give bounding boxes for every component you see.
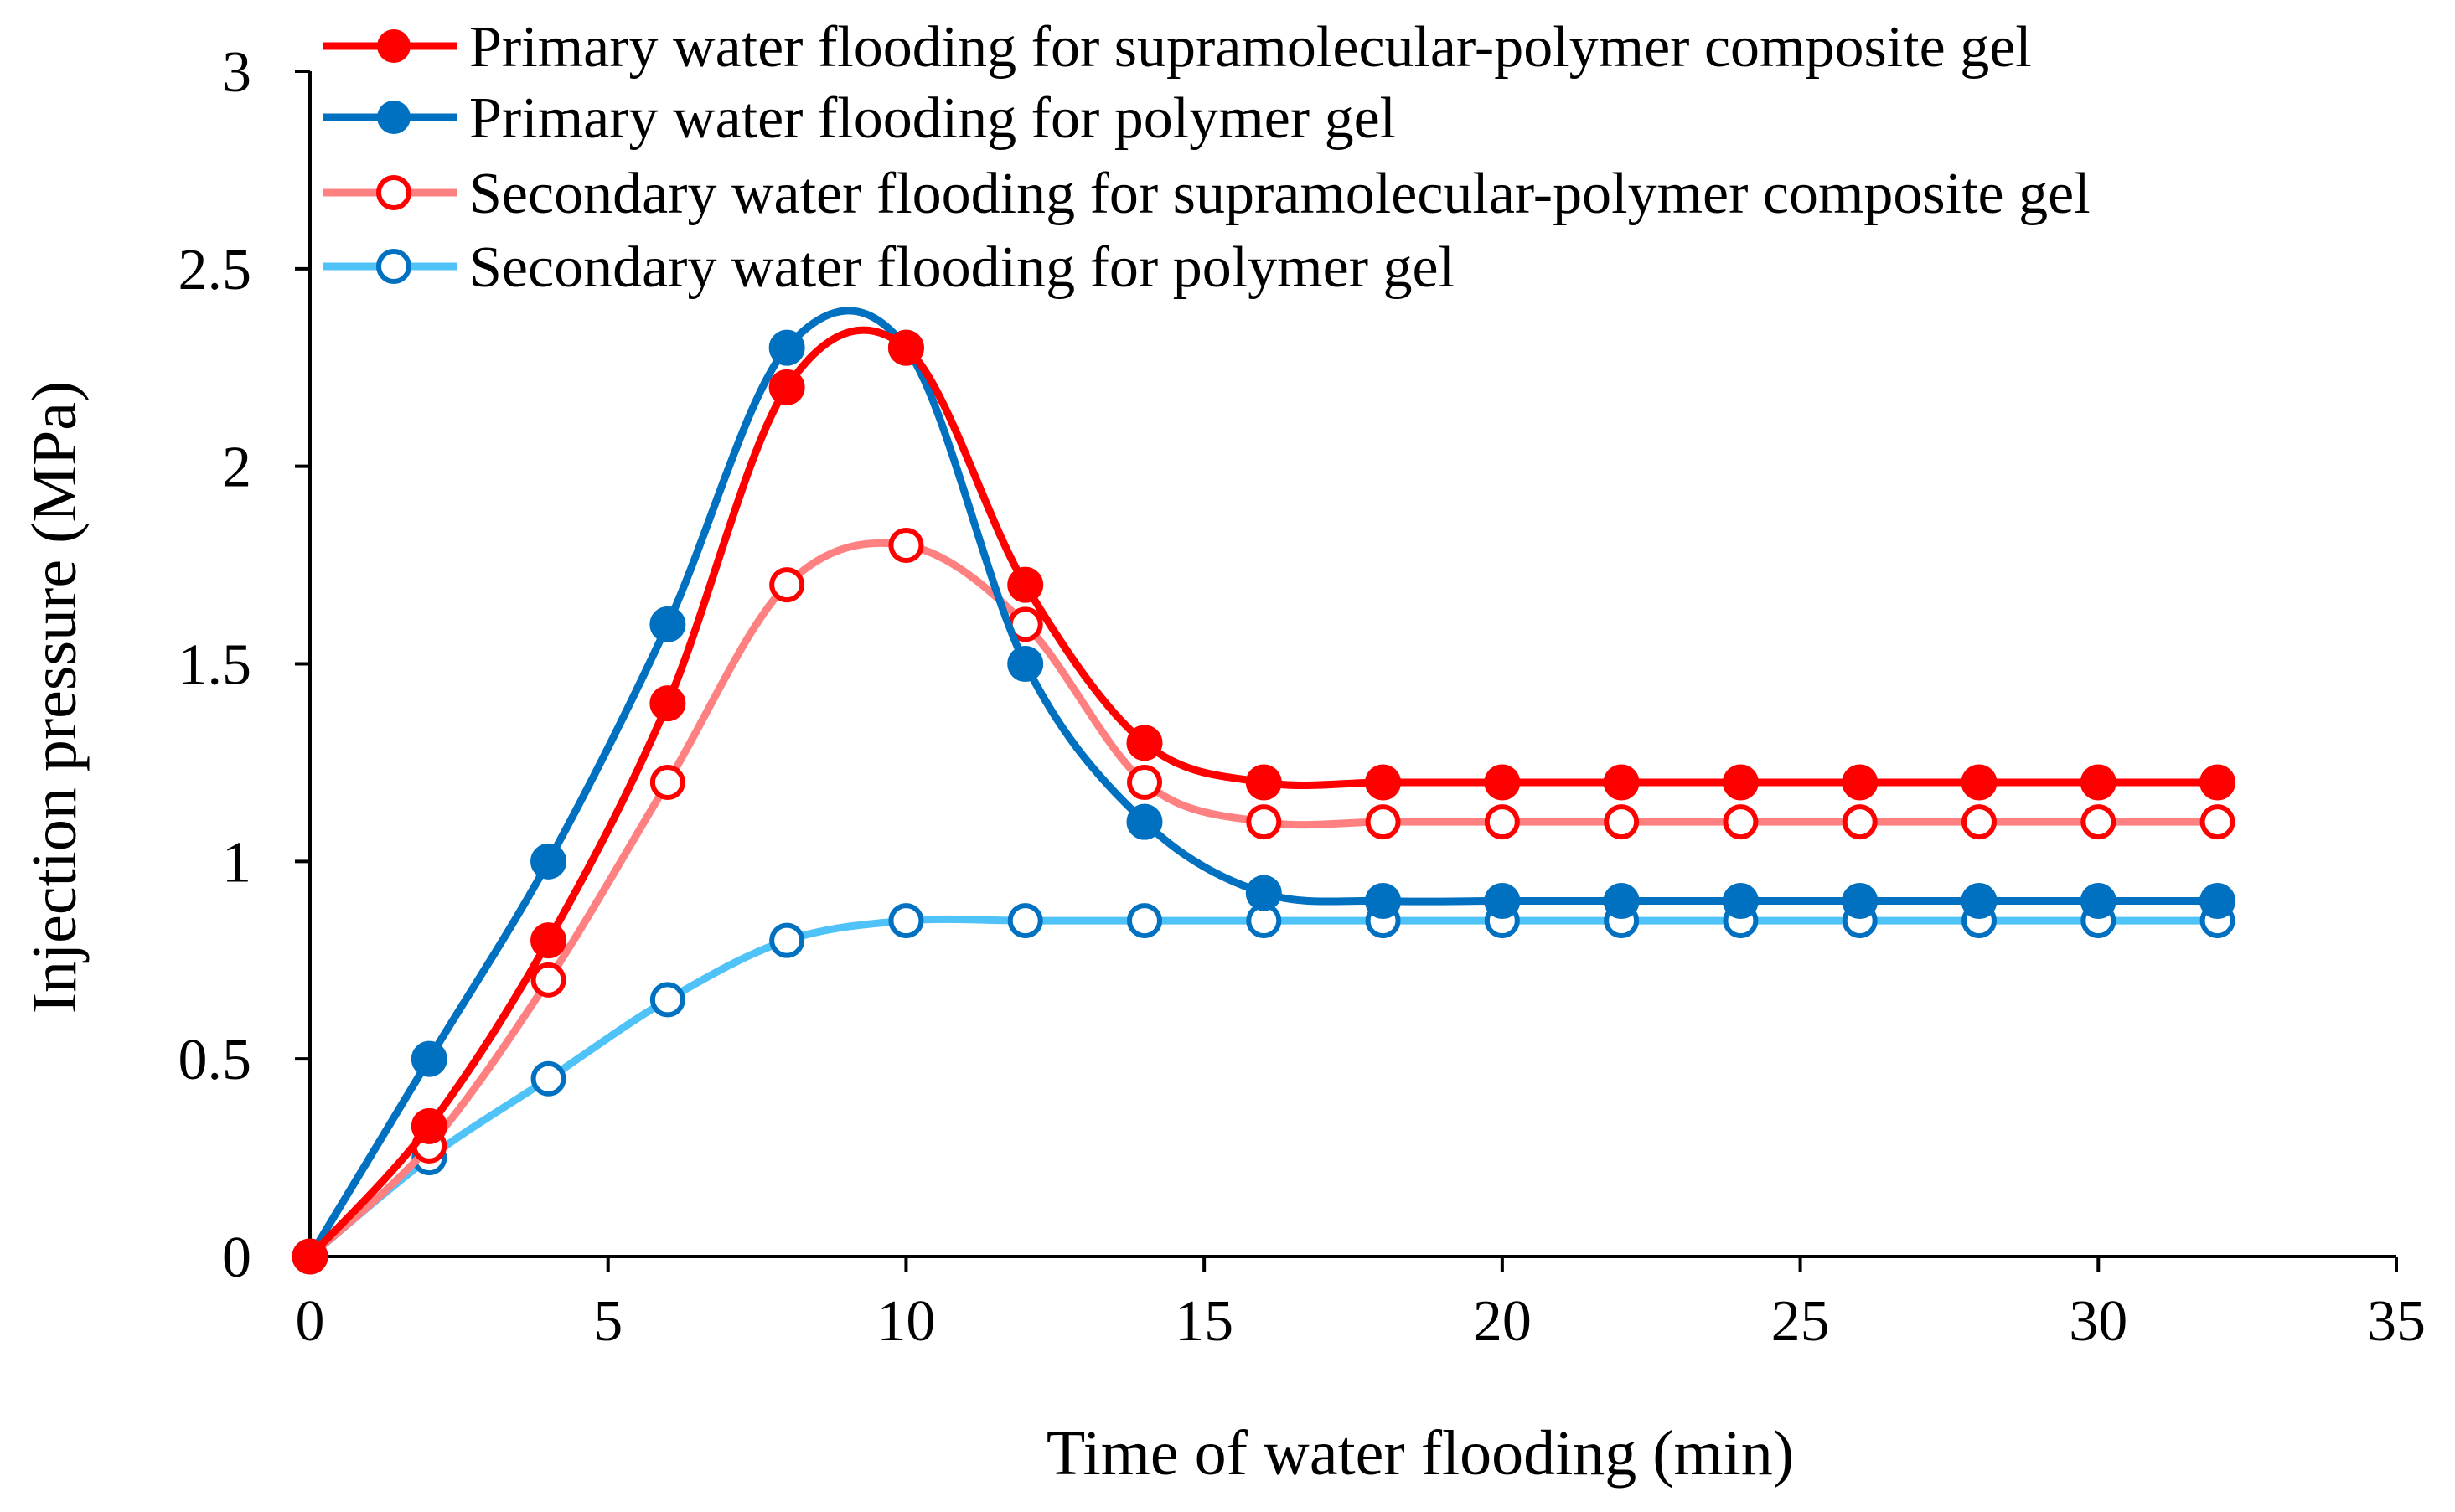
- legend-label: Secondary water flooding for supramolecu…: [469, 162, 2091, 226]
- data-point: [2199, 764, 2236, 801]
- axes: 0 5 10 15 20 25 30 35 0 0.5 1 1.5 2 2.5 3: [178, 40, 2427, 1354]
- x-tick-label: 10: [876, 1289, 935, 1354]
- data-point: [887, 329, 924, 366]
- data-point: [1484, 764, 1521, 801]
- data-point: [2080, 764, 2116, 801]
- data-point: [888, 903, 924, 939]
- data-point: [1127, 765, 1162, 800]
- data-point: [2080, 883, 2116, 919]
- data-point: [2199, 804, 2235, 840]
- data-point: [1723, 804, 1759, 840]
- y-tick-label: 0.5: [178, 1028, 252, 1092]
- data-point: [1603, 883, 1640, 919]
- y-tick-label: 0: [222, 1226, 251, 1290]
- data-point: [2080, 804, 2116, 840]
- legend-item: Primary water flooding for polymer gel: [323, 86, 1396, 151]
- x-tick-label: 25: [1771, 1289, 1830, 1354]
- legend-marker: [376, 175, 411, 210]
- x-tick-label: 5: [593, 1289, 623, 1354]
- data-point: [1842, 804, 1878, 840]
- legend-label: Primary water flooding for polymer gel: [469, 86, 1396, 151]
- data-point: [1484, 883, 1521, 919]
- x-axis-title: Time of water flooding (min): [1047, 1418, 1794, 1489]
- series-4: [292, 903, 2235, 1274]
- data-point: [649, 982, 685, 1018]
- data-point: [769, 567, 805, 603]
- data-point: [1007, 566, 1044, 603]
- y-tick-label: 3: [222, 40, 251, 105]
- data-point: [1365, 764, 1402, 801]
- data-point: [530, 922, 567, 959]
- legend-item: Secondary water flooding for polymer gel: [323, 235, 1455, 300]
- data-point: [530, 843, 567, 880]
- x-tick-label: 0: [296, 1289, 325, 1354]
- data-point: [1245, 875, 1282, 911]
- legend-item: Secondary water flooding for supramolecu…: [323, 162, 2091, 226]
- data-point: [1246, 804, 1282, 840]
- x-ticks: 0 5 10 15 20 25 30 35: [296, 1257, 2426, 1354]
- data-point: [1722, 764, 1759, 801]
- data-point: [768, 369, 805, 405]
- data-point: [530, 962, 566, 998]
- legend-marker: [376, 249, 411, 284]
- data-point: [769, 922, 805, 958]
- data-point: [1007, 646, 1044, 682]
- series-line: [308, 915, 2218, 1260]
- data-point: [530, 1060, 566, 1097]
- data-point: [1603, 764, 1640, 801]
- y-axis-title: Injection pressure (MPa): [19, 381, 90, 1014]
- legend-label: Secondary water flooding for polymer gel: [469, 235, 1455, 300]
- x-tick-label: 35: [2367, 1289, 2426, 1354]
- series-1: [292, 326, 2236, 1275]
- data-point: [411, 1107, 447, 1144]
- y-tick-label: 1: [222, 830, 251, 895]
- data-point: [1484, 804, 1520, 840]
- data-point: [768, 329, 805, 366]
- data-point: [2199, 883, 2236, 919]
- data-point: [888, 528, 924, 563]
- x-tick-label: 20: [1473, 1289, 1532, 1354]
- data-point: [1842, 764, 1879, 801]
- data-point: [1365, 804, 1401, 840]
- legend: Primary water flooding for supramolecula…: [323, 15, 2091, 300]
- data-point: [411, 1040, 447, 1077]
- data-point: [649, 685, 686, 722]
- legend-label: Primary water flooding for supramolecula…: [469, 15, 2032, 80]
- data-point: [1604, 804, 1640, 840]
- data-point: [1722, 883, 1759, 919]
- data-point: [649, 606, 686, 642]
- x-tick-label: 30: [2069, 1289, 2127, 1354]
- data-point: [1126, 725, 1163, 761]
- data-point: [1007, 903, 1043, 939]
- data-point: [1842, 883, 1879, 919]
- series-group: [292, 307, 2236, 1275]
- data-point: [649, 765, 685, 800]
- data-point: [1961, 804, 1997, 840]
- data-point: [1961, 883, 1998, 919]
- data-point: [1127, 903, 1162, 939]
- y-tick-label: 2.5: [178, 238, 252, 302]
- y-ticks: 0 0.5 1 1.5 2 2.5 3: [178, 40, 310, 1290]
- y-tick-label: 2: [222, 436, 251, 500]
- data-point: [1126, 803, 1163, 840]
- series-3: [292, 528, 2235, 1274]
- legend-marker: [377, 29, 411, 63]
- legend-marker: [377, 101, 411, 134]
- data-point: [1245, 764, 1282, 801]
- legend-item: Primary water flooding for supramolecula…: [323, 15, 2032, 80]
- data-point: [1961, 764, 1998, 801]
- data-point: [292, 1238, 328, 1275]
- x-tick-label: 15: [1175, 1289, 1233, 1354]
- data-point: [1365, 883, 1402, 919]
- y-tick-label: 1.5: [178, 633, 252, 698]
